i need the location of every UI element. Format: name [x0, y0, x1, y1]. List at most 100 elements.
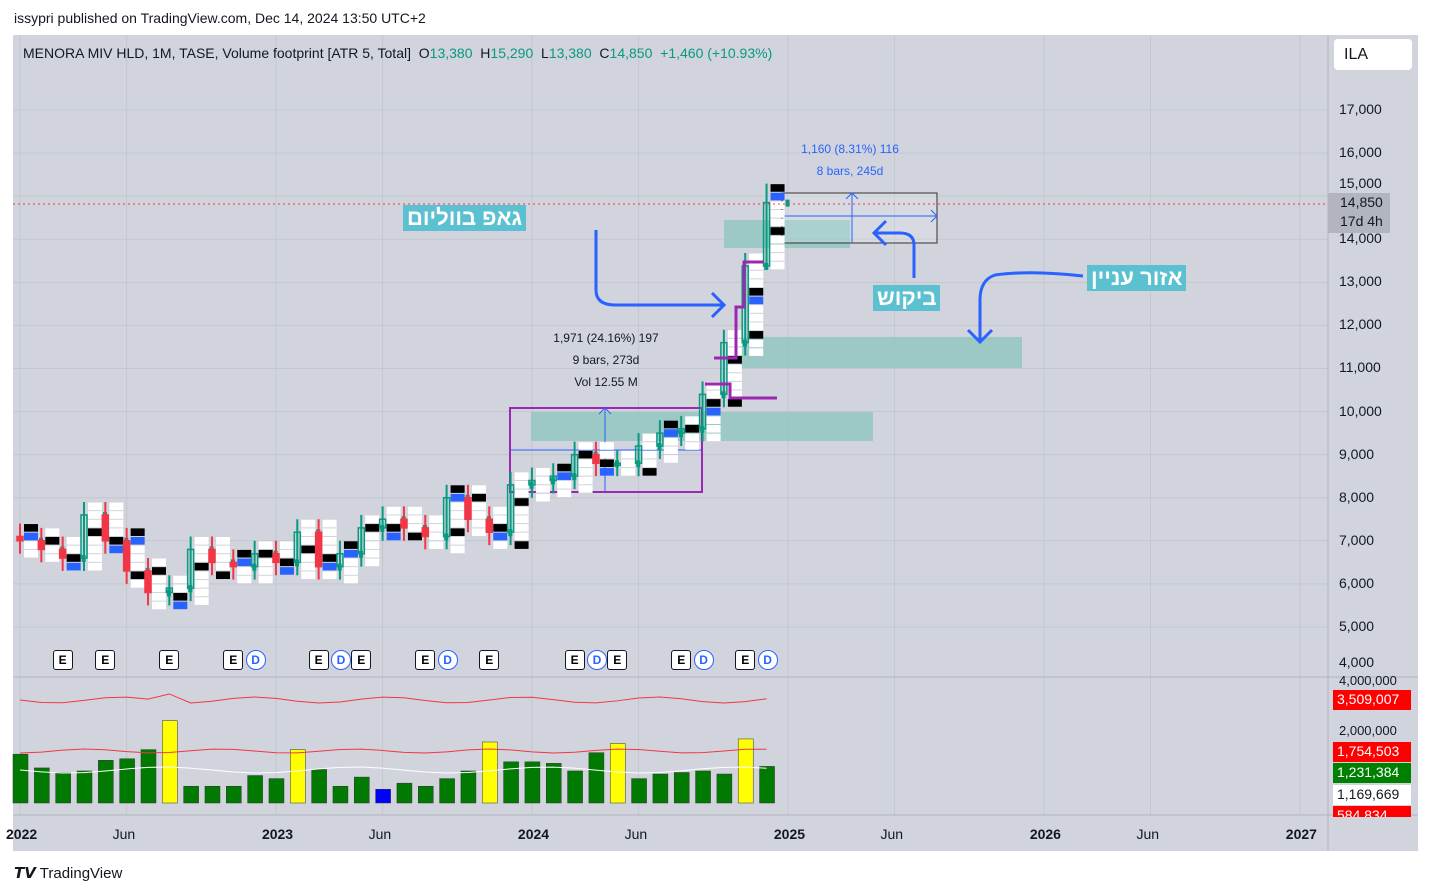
footprint-cell	[386, 515, 401, 524]
footprint-cell	[749, 279, 764, 287]
volume-avg-line	[19, 766, 767, 774]
candle-body	[464, 496, 472, 521]
price-tick: 11,000	[1339, 359, 1381, 376]
price-tick: 4,000	[1339, 654, 1375, 671]
candle-body	[293, 531, 302, 564]
footprint-cell	[407, 532, 422, 541]
candle-body	[485, 518, 494, 533]
footprint-cell	[194, 554, 209, 562]
volume-bar	[460, 770, 477, 804]
footprint-cell	[45, 536, 60, 545]
footprint-cell	[770, 201, 785, 209]
dividend-marker[interactable]: D	[586, 650, 607, 670]
footprint-cell	[770, 210, 785, 218]
footprint-cell	[493, 515, 508, 524]
footprint-cell	[535, 493, 550, 502]
footprint-cell	[215, 545, 230, 554]
symbol-legend: MENORA MIV HLD, 1M, TASE, Volume footpri…	[23, 45, 772, 61]
earnings-marker[interactable]: E	[351, 650, 372, 670]
footprint-cell	[621, 450, 636, 459]
purple-step-line	[705, 260, 777, 400]
price-tick: 17,000	[1339, 101, 1382, 117]
dividend-marker[interactable]: D	[757, 650, 778, 670]
footprint-cell	[770, 218, 785, 227]
earnings-marker[interactable]: E	[415, 650, 436, 670]
earnings-marker[interactable]: E	[308, 650, 329, 670]
footprint-cell	[685, 424, 700, 433]
currency-button[interactable]: ILA	[1334, 39, 1412, 70]
dividend-marker[interactable]: D	[245, 650, 266, 670]
earnings-marker[interactable]: E	[671, 650, 692, 670]
footprint-cell	[130, 554, 145, 562]
candle-body	[762, 201, 771, 267]
arrow-demand	[871, 219, 916, 278]
earnings-marker[interactable]: E	[52, 650, 73, 670]
footprint-cell	[727, 390, 742, 399]
footprint-cell	[749, 270, 764, 279]
measure-arrows-1	[782, 192, 938, 243]
footprint-cell	[749, 322, 764, 331]
footprint-cell	[365, 549, 380, 558]
label-demand[interactable]: ביקוש	[873, 285, 941, 311]
footprint-cell	[514, 515, 529, 524]
candle-body	[378, 518, 387, 529]
earnings-marker[interactable]: E	[159, 650, 180, 670]
dividend-marker[interactable]: D	[693, 650, 714, 670]
footprint-cell	[621, 468, 636, 476]
earnings-marker[interactable]: E	[735, 650, 756, 670]
footprint-cell	[493, 524, 508, 532]
footprint-cell	[365, 515, 380, 524]
dividend-marker[interactable]: D	[330, 650, 351, 670]
candle-body	[400, 518, 408, 529]
earnings-marker[interactable]: E	[223, 650, 244, 670]
close-value: 14,850	[609, 45, 653, 61]
footprint-cell	[343, 575, 358, 584]
footprint-cell	[599, 442, 614, 450]
footprint-cell	[301, 528, 316, 536]
candle-body	[16, 535, 24, 542]
label-area-interest[interactable]: אזור עניין	[1087, 265, 1187, 291]
label-gap-volume[interactable]: גאפ בווליום	[403, 205, 527, 231]
footprint-cell	[578, 476, 593, 485]
footprint-cell	[599, 450, 614, 459]
volume-value-tag: 1,754,503	[1333, 742, 1411, 762]
footprint-cell	[87, 562, 102, 571]
dividend-marker[interactable]: D	[437, 650, 458, 670]
volume-bar	[226, 785, 242, 804]
earnings-marker[interactable]: E	[479, 650, 500, 670]
footprint-cell	[194, 536, 209, 545]
footprint-cell	[343, 567, 358, 575]
volume-bar	[76, 770, 93, 804]
candle-body	[122, 540, 131, 572]
footprint-cell	[706, 381, 721, 390]
volume-bar	[418, 785, 434, 804]
candle-body	[528, 479, 536, 486]
footprint-cell	[301, 519, 316, 528]
low-label: L	[541, 45, 549, 61]
tradingview-logo[interactable]: 𝙏𝙑 TradingView	[14, 864, 122, 882]
chart-area[interactable]	[13, 35, 1418, 851]
footprint-cell	[215, 571, 230, 580]
footprint-cell	[642, 450, 657, 459]
symbol-name[interactable]: MENORA MIV HLD, 1M, TASE, Volume footpri…	[23, 45, 411, 61]
footprint-cell	[301, 545, 316, 554]
time-tick: Jun	[1136, 826, 1160, 842]
footprint-cell	[365, 532, 380, 541]
earnings-marker[interactable]: E	[564, 650, 585, 670]
earnings-marker[interactable]: E	[607, 650, 628, 670]
footprint-cell	[87, 511, 102, 519]
price-tick: 15,000	[1339, 175, 1382, 192]
footprint-cell	[407, 506, 422, 515]
price-tick: 10,000	[1339, 402, 1382, 419]
footprint-cell	[173, 584, 188, 592]
measure-box-1	[781, 192, 938, 244]
time-tick: Jun	[624, 826, 648, 842]
volume-bar	[673, 772, 690, 804]
footprint-cell	[429, 532, 444, 541]
footprint-cell	[45, 554, 60, 562]
footprint-cell	[471, 511, 486, 519]
footprint-cell	[450, 502, 465, 511]
earnings-marker[interactable]: E	[95, 650, 116, 670]
footprint-cell	[87, 519, 102, 528]
